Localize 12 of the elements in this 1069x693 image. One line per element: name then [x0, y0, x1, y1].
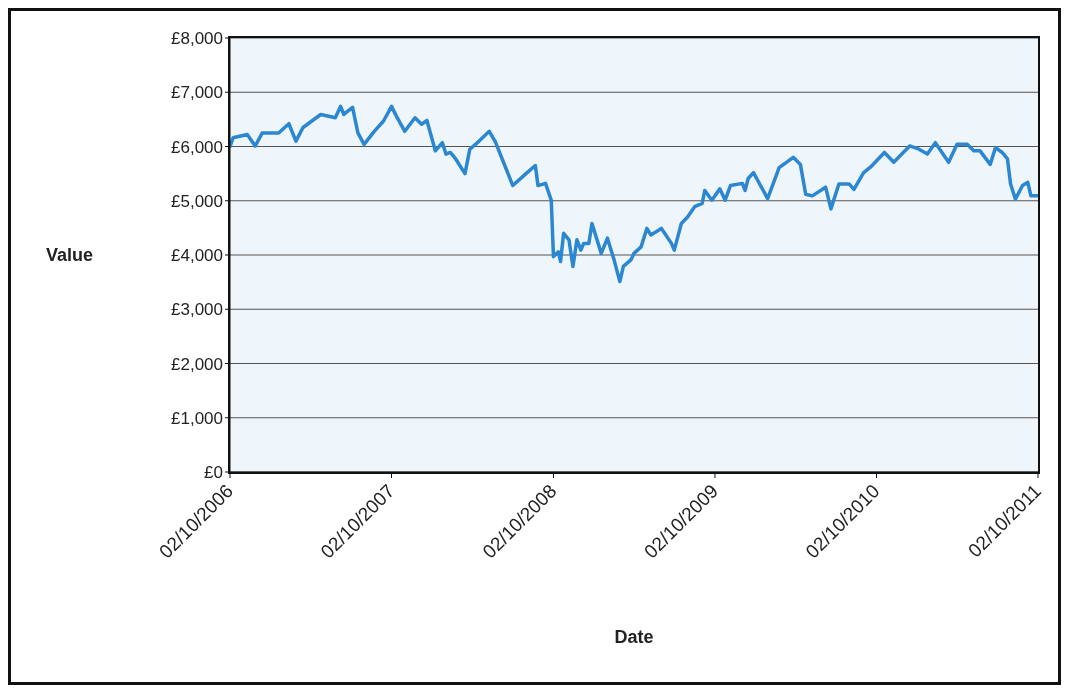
y-tick-label: £6,000 — [171, 137, 223, 157]
y-tick-label: £5,000 — [171, 191, 223, 211]
y-tick-label: £8,000 — [171, 29, 223, 49]
y-tick-label: £4,000 — [171, 246, 223, 266]
y-tick-label: £1,000 — [171, 408, 223, 428]
y-tick-label: £3,000 — [171, 300, 223, 320]
y-axis-title: Value — [46, 245, 94, 266]
x-axis-title: Date — [614, 627, 654, 647]
y-tick-label: £2,000 — [171, 354, 223, 374]
y-tick-label: £7,000 — [171, 83, 223, 103]
y-tick-label: £0 — [204, 463, 223, 483]
line-series — [230, 104, 1038, 284]
